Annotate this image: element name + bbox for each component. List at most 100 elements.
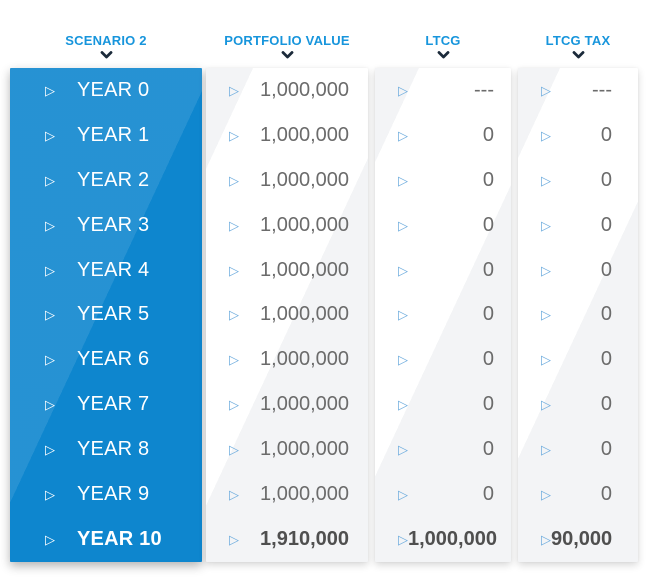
portfolio-value-card: ▷ 1,000,000 ▷ 1,000,000 ▷ 1,000,000 ▷ 1,000,… (206, 68, 368, 562)
play-marker-icon[interactable]: ▷ (45, 262, 55, 278)
play-marker-icon[interactable]: ▷ (541, 397, 551, 413)
cell-value: 0 (482, 348, 494, 371)
play-marker-icon[interactable]: ▷ (45, 307, 55, 323)
portfolio-value-year-7: ▷ 1,000,000 (206, 382, 368, 427)
play-marker-icon[interactable]: ▷ (398, 127, 408, 143)
play-marker-icon[interactable]: ▷ (229, 487, 239, 503)
play-marker-icon[interactable]: ▷ (45, 352, 55, 368)
play-marker-icon[interactable]: ▷ (229, 442, 239, 458)
play-marker-icon[interactable]: ▷ (398, 217, 408, 233)
play-marker-icon[interactable]: ▷ (541, 487, 551, 503)
year-label: YEAR 1 (77, 123, 150, 146)
play-marker-icon[interactable]: ▷ (45, 82, 55, 98)
play-marker-icon[interactable]: ▷ (541, 352, 551, 368)
play-marker-icon[interactable]: ▷ (229, 217, 239, 233)
play-marker-icon[interactable]: ▷ (229, 532, 239, 548)
column-header-label-portfolio-value[interactable]: PORTFOLIO VALUE (224, 33, 350, 48)
play-marker-icon[interactable]: ▷ (45, 487, 55, 503)
play-marker-icon[interactable]: ▷ (541, 262, 551, 278)
row-year-6: ▷ YEAR 6 (10, 337, 202, 382)
portfolio-value-year-8: ▷ 1,000,000 (206, 427, 368, 472)
cell-value: 0 (600, 123, 612, 146)
portfolio-value-year-1: ▷ 1,000,000 (206, 113, 368, 158)
column-scenario: SCENARIO 2 ▷ YEAR 0 ▷ YEAR 1 ▷ YEAR 2 ▷ YEAR… (10, 0, 202, 562)
cell-value: 1,000,000 (260, 438, 349, 461)
cell-value: 0 (482, 123, 494, 146)
ltcg-tax-card: ▷ --- ▷ 0 ▷ 0 ▷ 0 ▷ 0 ▷ 0 ▷ 0 ▷ 0 ▷ 0 ▷ 0 ▷ 90,000 (518, 68, 638, 562)
play-marker-icon[interactable]: ▷ (229, 262, 239, 278)
cell-value: 1,000,000 (260, 483, 349, 506)
cell-value: 0 (600, 393, 612, 416)
play-marker-icon[interactable]: ▷ (398, 487, 408, 503)
year-label: YEAR 0 (77, 78, 150, 101)
cell-value: 0 (600, 438, 612, 461)
play-marker-icon[interactable]: ▷ (541, 217, 551, 233)
play-marker-icon[interactable]: ▷ (229, 127, 239, 143)
year-label: YEAR 9 (77, 483, 150, 506)
play-marker-icon[interactable]: ▷ (229, 172, 239, 188)
play-marker-icon[interactable]: ▷ (398, 532, 408, 548)
chevron-down-icon[interactable] (437, 51, 450, 59)
ltcg-tax-year-3: ▷ 0 (518, 203, 638, 248)
year-label: YEAR 7 (77, 393, 150, 416)
play-marker-icon[interactable]: ▷ (229, 397, 239, 413)
play-marker-icon[interactable]: ▷ (541, 307, 551, 323)
play-marker-icon[interactable]: ▷ (45, 127, 55, 143)
column-portfolio-value: PORTFOLIO VALUE ▷ 1,000,000 ▷ 1,000,000 ▷ 1… (206, 0, 368, 562)
cell-value: 1,000,000 (260, 393, 349, 416)
play-marker-icon[interactable]: ▷ (541, 127, 551, 143)
play-marker-icon[interactable]: ▷ (398, 397, 408, 413)
portfolio-value-year-9: ▷ 1,000,000 (206, 472, 368, 517)
play-marker-icon[interactable]: ▷ (541, 172, 551, 188)
ltcg-year-7: ▷ 0 (375, 382, 511, 427)
play-marker-icon[interactable]: ▷ (541, 442, 551, 458)
cell-value: 1,000,000 (260, 78, 349, 101)
play-marker-icon[interactable]: ▷ (541, 532, 551, 548)
cell-value: --- (474, 78, 494, 101)
portfolio-value-year-0: ▷ 1,000,000 (206, 68, 368, 113)
cell-value: 0 (482, 303, 494, 326)
row-year-10: ▷ YEAR 10 (10, 517, 202, 562)
row-year-9: ▷ YEAR 9 (10, 472, 202, 517)
play-marker-icon[interactable]: ▷ (398, 442, 408, 458)
cell-value: 0 (482, 438, 494, 461)
play-marker-icon[interactable]: ▷ (45, 217, 55, 233)
cell-value: 0 (600, 258, 612, 281)
cell-value: 1,000,000 (408, 528, 497, 551)
play-marker-icon[interactable]: ▷ (229, 82, 239, 98)
ltcg-year-0: ▷ --- (375, 68, 511, 113)
portfolio-value-year-4: ▷ 1,000,000 (206, 248, 368, 293)
row-year-2: ▷ YEAR 2 (10, 158, 202, 203)
play-marker-icon[interactable]: ▷ (45, 532, 55, 548)
ltcg-tax-year-1: ▷ 0 (518, 113, 638, 158)
play-marker-icon[interactable]: ▷ (45, 172, 55, 188)
play-marker-icon[interactable]: ▷ (229, 307, 239, 323)
play-marker-icon[interactable]: ▷ (398, 352, 408, 368)
column-ltcg: LTCG ▷ --- ▷ 0 ▷ 0 ▷ 0 ▷ 0 ▷ 0 ▷ 0 ▷ 0 ▷ 0 ▷ 0 ▷ 1,… (375, 0, 511, 562)
play-marker-icon[interactable]: ▷ (398, 172, 408, 188)
year-label: YEAR 6 (77, 348, 150, 371)
play-marker-icon[interactable]: ▷ (398, 307, 408, 323)
column-header-label-scenario[interactable]: SCENARIO 2 (65, 33, 147, 48)
scenario-comparison-table: SCENARIO 2 ▷ YEAR 0 ▷ YEAR 1 ▷ YEAR 2 ▷ YEAR… (10, 0, 638, 562)
chevron-down-icon[interactable] (572, 51, 585, 59)
chevron-down-icon[interactable] (281, 51, 294, 59)
ltcg-tax-year-9: ▷ 0 (518, 472, 638, 517)
play-marker-icon[interactable]: ▷ (45, 442, 55, 458)
chevron-down-icon[interactable] (100, 51, 113, 59)
play-marker-icon[interactable]: ▷ (398, 262, 408, 278)
year-label: YEAR 3 (77, 213, 150, 236)
play-marker-icon[interactable]: ▷ (45, 397, 55, 413)
ltcg-year-4: ▷ 0 (375, 248, 511, 293)
play-marker-icon[interactable]: ▷ (229, 352, 239, 368)
row-year-5: ▷ YEAR 5 (10, 293, 202, 338)
cell-value: 0 (482, 168, 494, 191)
column-header-label-ltcg-tax[interactable]: LTCG TAX (545, 33, 611, 48)
column-header-label-ltcg[interactable]: LTCG (425, 33, 461, 48)
year-label: YEAR 4 (77, 258, 150, 281)
column-header-ltcg: LTCG (375, 0, 511, 68)
play-marker-icon[interactable]: ▷ (398, 82, 408, 98)
ltcg-year-6: ▷ 0 (375, 337, 511, 382)
year-label: YEAR 5 (77, 303, 150, 326)
play-marker-icon[interactable]: ▷ (541, 82, 551, 98)
